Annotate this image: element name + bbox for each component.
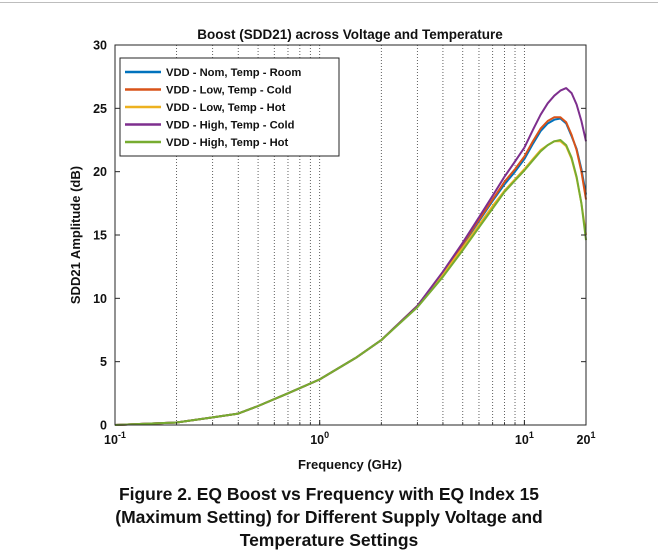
x-tick-label: 100 — [310, 430, 329, 447]
legend-entry: VDD - Low, Temp - Cold — [166, 85, 292, 97]
y-tick-label: 15 — [93, 229, 107, 243]
x-tick-label: 201 — [577, 430, 596, 447]
chart-title: Boost (SDD21) across Voltage and Tempera… — [197, 27, 503, 42]
y-tick-label: 10 — [93, 292, 107, 306]
x-tick-label: 10-1 — [104, 430, 126, 447]
legend-entry: VDD - Nom, Temp - Room — [166, 67, 301, 79]
caption-line-1: Figure 2. EQ Boost vs Frequency with EQ … — [118, 484, 540, 504]
y-tick-label: 0 — [100, 419, 107, 433]
caption-line-2: (Maximum Setting) for Different Supply V… — [115, 507, 543, 527]
x-axis-label: Frequency (GHz) — [298, 457, 402, 472]
figure-caption: Figure 2. EQ Boost vs Frequency with EQ … — [0, 483, 658, 552]
legend-entry: VDD - High, Temp - Cold — [166, 120, 295, 132]
boost-line-chart: 10-1 100 101 201 0 5 10 15 20 25 30 Boost (SDD21) … — [68, 27, 595, 472]
series-layer — [114, 87, 587, 426]
y-axis-label: SDD21 Amplitude (dB) — [68, 166, 83, 304]
legend-entry: VDD - Low, Temp - Hot — [166, 102, 286, 114]
y-tick-label: 25 — [93, 102, 107, 116]
series-line — [114, 139, 587, 426]
y-tick-label: 5 — [100, 355, 107, 369]
legend: VDD - Nom, Temp - Room VDD - Low, Temp - … — [119, 57, 340, 157]
tick-layer: 10-1 100 101 201 0 5 10 15 20 25 30 — [93, 39, 595, 448]
top-rule — [0, 2, 658, 3]
legend-entry: VDD - High, Temp - Hot — [166, 137, 288, 149]
y-tick-label: 20 — [93, 165, 107, 179]
x-tick-label: 101 — [515, 430, 534, 447]
y-tick-label: 30 — [93, 39, 107, 53]
caption-line-3: Temperature Settings — [239, 530, 419, 550]
